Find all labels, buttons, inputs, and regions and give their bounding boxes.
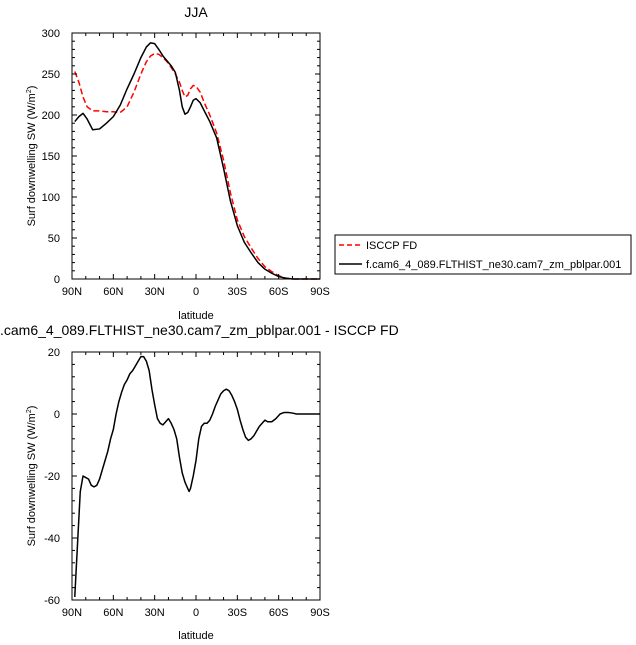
top-xtick-label: 60S — [269, 286, 289, 298]
top-legend: ISCCP FD f.cam6_4_089.FLTHIST_ne30.cam7_… — [334, 234, 632, 275]
top-plot-title: JJA — [184, 4, 208, 20]
top-xtick-label: 90S — [310, 286, 330, 298]
top-xtick-label: 0 — [193, 286, 199, 298]
bottom-xtick-label: 30N — [145, 607, 165, 619]
top-xtick-label: 90N — [62, 286, 82, 298]
top-xtick-label: 30S — [228, 286, 248, 298]
bottom-series-line-difference — [74, 355, 320, 597]
top-panel: JJA 90N 60N 30N 0 30S 60S 90S 0 50 100 150 200 250 30… — [26, 4, 632, 322]
top-plot-series-group — [74, 42, 320, 280]
top-ytick-label: 250 — [42, 69, 60, 81]
bottom-plot-series-group — [74, 355, 320, 597]
bottom-xtick-label: 90S — [310, 607, 330, 619]
top-ytick-label: 0 — [54, 274, 60, 286]
top-ylabel: Surf downwelling SW (W/m2) — [26, 86, 38, 227]
top-series-line-isccp — [74, 52, 320, 280]
bottom-xtick-label: 60S — [269, 607, 289, 619]
top-plot-frame — [71, 32, 321, 280]
top-ylabel-unit-sup: 2 — [26, 89, 33, 93]
top-ytick-label: 100 — [42, 192, 60, 204]
top-ytick-label: 200 — [42, 110, 60, 122]
top-series-line-model — [74, 42, 320, 280]
bottom-ylabel-unit-close: ) — [26, 406, 38, 410]
top-ytick-label: 150 — [42, 151, 60, 163]
top-xtick-label: 30N — [145, 286, 165, 298]
bottom-xlabel: latitude — [178, 630, 213, 642]
top-xlabel: latitude — [178, 310, 213, 322]
top-ytick-label: 300 — [42, 28, 60, 40]
bottom-ytick-label: -60 — [44, 595, 60, 607]
legend-label-isccp: ISCCP FD — [366, 240, 417, 252]
bottom-ylabel-unit-sup: 2 — [26, 409, 33, 413]
top-ytick-label: 50 — [48, 233, 60, 245]
bottom-xtick-label: 0 — [193, 607, 199, 619]
bottom-plot-ticks: 90N 60N 30N 0 30S 60S 90S -60 -40 -20 0 20 — [44, 347, 330, 619]
bottom-ylabel-unit: (W/m — [26, 413, 38, 439]
bottom-ylabel: Surf downwelling SW (W/m2) — [26, 406, 38, 547]
legend-label-model: f.cam6_4_089.FLTHIST_ne30.cam7_zm_pblpar… — [366, 259, 621, 271]
bottom-plot-frame — [71, 351, 321, 601]
bottom-xtick-label: 90N — [62, 607, 82, 619]
top-xtick-label: 60N — [103, 286, 123, 298]
top-ylabel-unit: (W/m — [26, 93, 38, 119]
bottom-ytick-label: -40 — [44, 533, 60, 545]
top-ylabel-text: Surf downwelling SW — [26, 122, 38, 227]
legend-box — [334, 234, 632, 275]
bottom-xtick-label: 30S — [228, 607, 248, 619]
bottom-ytick-label: -20 — [44, 471, 60, 483]
top-ylabel-unit-close: ) — [26, 86, 38, 90]
bottom-xtick-label: 60N — [103, 607, 123, 619]
bottom-plot-title: .cam6_4_089.FLTHIST_ne30.cam7_zm_pblpar.… — [0, 322, 399, 338]
bottom-ytick-label: 20 — [48, 347, 60, 359]
bottom-panel: .cam6_4_089.FLTHIST_ne30.cam7_zm_pblpar.… — [0, 322, 399, 642]
top-plot-ticks: 90N 60N 30N 0 30S 60S 90S 0 50 100 150 200 250 300 — [42, 28, 330, 298]
bottom-ytick-label: 0 — [54, 409, 60, 421]
bottom-ylabel-text: Surf downwelling SW — [26, 442, 38, 547]
